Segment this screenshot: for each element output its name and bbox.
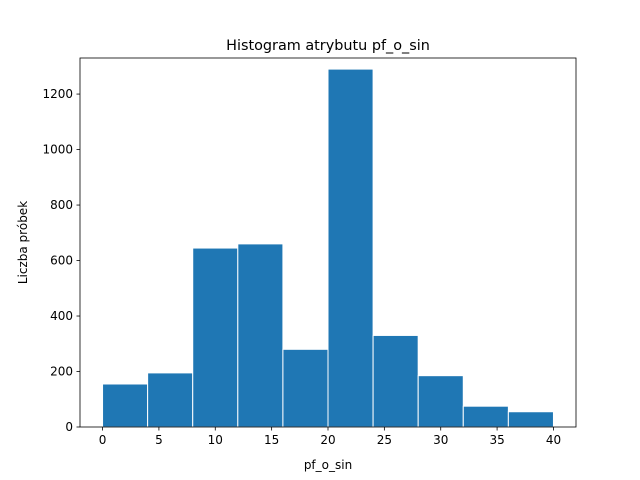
histogram-bar [282,348,329,428]
histogram-bar [102,383,149,428]
histogram-bar [507,411,554,428]
y-ticks-group: 0 200 400 600 800 1000 1200 [42,87,80,434]
x-tick-label: 10 [208,433,223,447]
y-tick-label: 0 [65,420,73,434]
x-axis-label: pf_o_sin [304,458,352,472]
histogram-bar [237,243,284,428]
x-tick-label: 15 [264,433,279,447]
x-tick-label: 20 [320,433,335,447]
y-tick-label: 200 [50,365,73,379]
chart-title: Histogram atrybutu pf_o_sin [226,38,430,54]
histogram-bar [147,372,194,428]
y-tick-label: 600 [50,254,73,268]
x-tick-label: 30 [433,433,448,447]
y-tick-label: 1000 [42,143,73,157]
plot-frame [79,57,577,428]
y-tick-label: 400 [50,309,73,323]
x-ticks-group: 0 5 10 15 20 25 30 35 40 [99,427,561,447]
y-tick-label: 800 [50,198,73,212]
x-tick-label: 40 [546,433,561,447]
histogram-bar [192,247,239,428]
y-tick-label: 1200 [42,87,73,101]
x-tick-label: 25 [377,433,392,447]
bars-group [102,68,554,428]
histogram-bar [417,375,464,428]
x-tick-label: 5 [155,433,163,447]
x-tick-label: 35 [489,433,504,447]
y-axis-label: Liczba próbek [16,201,30,284]
histogram-bar [462,405,509,428]
histogram-bar [372,334,419,428]
histogram-bar [327,68,374,428]
x-tick-label: 0 [99,433,107,447]
